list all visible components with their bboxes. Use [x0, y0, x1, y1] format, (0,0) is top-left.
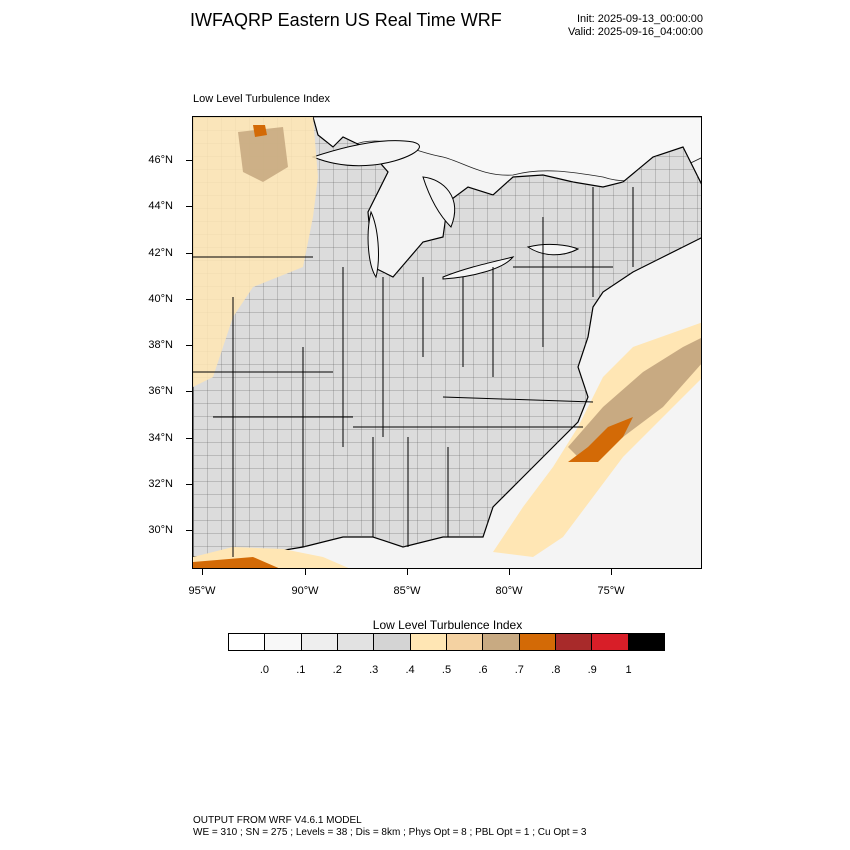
colorbar-segment: [519, 634, 556, 650]
lat-tick: [186, 206, 192, 207]
colorbar-segment: [446, 634, 484, 650]
colorbar: [228, 633, 665, 651]
state-boundaries: [193, 187, 634, 557]
model-info-line1: OUTPUT FROM WRF V4.6.1 MODEL: [193, 815, 362, 826]
colorbar-label: .1: [296, 664, 306, 676]
lake-huron: [422, 176, 456, 228]
turbulence-west-core: [238, 127, 288, 182]
colorbar-segment: [374, 634, 411, 650]
turbulence-atlantic-core: [568, 338, 701, 462]
lon-tick: [509, 569, 510, 575]
turbulence-west-peak: [253, 125, 267, 137]
colorbar-segment: [337, 634, 375, 650]
lat-tick-label: 32°N: [148, 478, 173, 490]
model-info-line2: WE = 310 ; SN = 275 ; Levels = 38 ; Dis …: [193, 827, 587, 838]
colorbar-segment: [229, 634, 266, 650]
colorbar-label: .6: [478, 664, 488, 676]
lon-tick: [305, 569, 306, 575]
init-time: Init: 2025-09-13_00:00:00: [577, 13, 703, 25]
colorbar-title: Low Level Turbulence Index: [372, 618, 523, 632]
colorbar-label: .4: [405, 664, 415, 676]
turbulence-atlantic-peak: [568, 417, 633, 462]
lat-tick: [186, 253, 192, 254]
map-panel[interactable]: [192, 116, 702, 569]
colorbar-segment: [555, 634, 593, 650]
lat-tick-label: 38°N: [148, 339, 173, 351]
lat-tick: [186, 530, 192, 531]
lake-erie: [442, 256, 515, 280]
colorbar-segment: [301, 634, 338, 650]
lon-tick-label: 90°W: [291, 585, 319, 597]
turbulence-gulf-peak: [193, 557, 279, 568]
colorbar-segment: [410, 634, 447, 650]
lon-tick-label: 95°W: [188, 585, 216, 597]
page-title: IWFAQRP Eastern US Real Time WRF: [190, 10, 502, 30]
lat-tick-label: 42°N: [148, 247, 173, 259]
turbulence-west: [193, 117, 318, 387]
colorbar-label: .0: [259, 664, 269, 676]
colorbar-segment: [265, 634, 302, 650]
colorbar-label: .9: [587, 664, 597, 676]
colorbar-label: .2: [332, 664, 342, 676]
lat-tick-label: 44°N: [148, 200, 173, 212]
lon-tick: [407, 569, 408, 575]
colorbar-segment: [483, 634, 520, 650]
lake-michigan: [367, 210, 379, 279]
time-info: Init: 2025-09-13_00:00:00 Valid: 2025-09…: [568, 13, 703, 39]
lon-tick-label: 85°W: [393, 585, 421, 597]
lat-tick-label: 34°N: [148, 432, 173, 444]
panel-title: Low Level Turbulence Index: [193, 93, 330, 105]
lat-tick: [186, 345, 192, 346]
lon-tick-label: 75°W: [597, 585, 625, 597]
colorbar-label: .5: [441, 664, 452, 676]
colorbar-label: .8: [551, 664, 561, 676]
colorbar-label: .7: [514, 664, 524, 676]
lat-tick-label: 36°N: [148, 385, 173, 397]
lon-tick-label: 80°W: [495, 585, 523, 597]
lake-superior: [311, 140, 420, 167]
lon-tick: [611, 569, 612, 575]
lat-tick: [186, 438, 192, 439]
lat-tick: [186, 160, 192, 161]
colorbar-label: .3: [369, 664, 379, 676]
lat-tick: [186, 484, 192, 485]
lat-tick-label: 30°N: [148, 524, 173, 536]
colorbar-segment: [628, 634, 664, 650]
lat-tick-label: 40°N: [148, 293, 173, 305]
lat-tick: [186, 391, 192, 392]
model-info: OUTPUT FROM WRF V4.6.1 MODEL WE = 310 ; …: [193, 815, 586, 839]
lat-tick-label: 46°N: [148, 154, 173, 166]
valid-time: Valid: 2025-09-16_04:00:00: [568, 26, 703, 38]
lake-ontario: [526, 243, 580, 256]
map-svg: [193, 117, 701, 568]
colorbar-segment: [592, 634, 629, 650]
lon-tick: [202, 569, 203, 575]
colorbar-label: 1: [625, 664, 632, 676]
lat-tick: [186, 299, 192, 300]
